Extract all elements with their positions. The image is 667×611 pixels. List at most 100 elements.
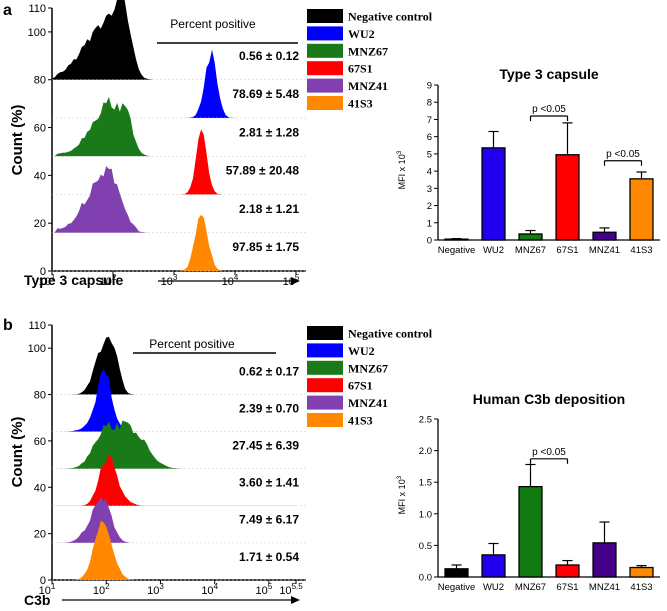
bar-negative bbox=[444, 568, 469, 578]
bar-67s1 bbox=[555, 564, 580, 578]
bar-y-tick-label: 4 bbox=[427, 167, 432, 178]
legend-label: Negative control bbox=[348, 10, 433, 24]
bar-mnz41 bbox=[592, 542, 617, 578]
histogram-trace-67s1 bbox=[52, 454, 296, 506]
histogram-trace-mnz67 bbox=[52, 96, 296, 157]
histogram-panel-a: Count (%) Type 3 capsule Percent positiv… bbox=[9, 0, 433, 288]
x-tick-label: 102 bbox=[100, 273, 117, 288]
legend-label: WU2 bbox=[348, 344, 375, 358]
y-tick-label: 60 bbox=[34, 436, 46, 448]
histogram-trace-wu2 bbox=[52, 368, 296, 432]
bar-category-label: MNZ41 bbox=[589, 582, 620, 593]
percent-positive-header: Percent positive bbox=[149, 337, 235, 351]
percent-positive-value: 97.85 ± 1.75 bbox=[232, 240, 299, 254]
x-tick-exponent: 5 bbox=[295, 273, 300, 282]
legend-swatch bbox=[307, 378, 343, 393]
bar-wu2 bbox=[481, 147, 506, 241]
significance-label: p <0.05 bbox=[532, 104, 566, 115]
legend-label: MNZ67 bbox=[348, 44, 388, 58]
bar-category-label: WU2 bbox=[483, 582, 504, 593]
bar-category-label: MNZ67 bbox=[515, 582, 546, 593]
y-tick-label: 110 bbox=[28, 320, 46, 332]
legend-label: MNZ67 bbox=[348, 361, 388, 375]
bar-y-tick-label: 5 bbox=[427, 149, 432, 160]
legend-label: WU2 bbox=[348, 27, 375, 41]
histogram-x-label: C3b bbox=[24, 592, 50, 608]
bar-y-tick-label: 9 bbox=[427, 81, 432, 92]
x-tick-base: 10 bbox=[39, 276, 51, 288]
bar-category-label: 67S1 bbox=[556, 245, 578, 256]
x-tick-exponent: 4 bbox=[234, 273, 239, 282]
percent-positive-value: 3.60 ± 1.41 bbox=[239, 476, 299, 490]
bar-wu2 bbox=[481, 554, 506, 578]
percent-positive-header: Percent positive bbox=[170, 17, 256, 31]
x-tick-base: 10 bbox=[93, 585, 105, 597]
y-label-exponent: 3 bbox=[396, 150, 403, 154]
percent-positive-value: 7.49 ± 6.17 bbox=[239, 513, 299, 527]
percent-positive-value: 27.45 ± 6.39 bbox=[232, 439, 299, 453]
histogram-y-label: Count (%) bbox=[9, 417, 26, 488]
bar-category-label: Negative bbox=[438, 582, 476, 593]
bar-mnz67 bbox=[518, 485, 543, 578]
y-tick-label: 0 bbox=[40, 266, 46, 278]
x-tick-label: 105.5 bbox=[279, 582, 303, 597]
bar-y-tick-label: 1.5 bbox=[419, 478, 432, 489]
histogram-trace-41s3 bbox=[52, 520, 296, 580]
bar-category-label: 41S3 bbox=[630, 582, 652, 593]
bar-y-tick-label: 2.0 bbox=[419, 446, 432, 457]
bar-y-tick-label: 1.0 bbox=[419, 509, 432, 520]
bar-category-label: MNZ67 bbox=[515, 245, 546, 256]
y-tick-label: 20 bbox=[34, 529, 46, 541]
bar-category-label: 67S1 bbox=[556, 582, 578, 593]
histogram-y-label: Count (%) bbox=[9, 105, 26, 176]
legend-swatch bbox=[307, 61, 343, 76]
legend-label: MNZ41 bbox=[348, 79, 388, 93]
x-tick-base: 10 bbox=[161, 276, 173, 288]
panel-label-b: b bbox=[3, 317, 13, 334]
legend-swatch bbox=[307, 78, 343, 93]
histogram-panel-b: Count (%) C3b Percent positive 0.62 ± 0.… bbox=[9, 320, 433, 608]
significance-label: p <0.05 bbox=[532, 447, 566, 458]
bar-chart-y-label: MFI x 103 bbox=[396, 475, 407, 514]
bar-y-tick-label: 6 bbox=[427, 132, 432, 143]
x-tick-base: 10 bbox=[100, 276, 112, 288]
legend-swatch bbox=[307, 43, 343, 58]
bar-category-label: MNZ41 bbox=[589, 245, 620, 256]
x-tick-exponent: 1 bbox=[51, 273, 56, 282]
y-tick-label: 110 bbox=[28, 3, 46, 15]
y-tick-label: 40 bbox=[34, 170, 46, 182]
legend-swatch bbox=[307, 413, 343, 427]
y-label-exponent: 3 bbox=[396, 475, 403, 479]
percent-positive-value: 2.81 ± 1.28 bbox=[239, 125, 299, 139]
x-tick-label: 103 bbox=[147, 582, 164, 597]
y-tick-label: 80 bbox=[34, 390, 46, 402]
x-tick-exponent: 3 bbox=[173, 273, 178, 282]
bar-chart-title: Human C3b deposition bbox=[473, 391, 625, 407]
percent-positive-value: 57.89 ± 20.48 bbox=[226, 164, 300, 178]
x-tick-label: 102 bbox=[93, 582, 110, 597]
y-tick-label: 100 bbox=[28, 27, 46, 39]
x-tick-exponent: 2 bbox=[105, 582, 110, 591]
histogram-trace-mnz41 bbox=[52, 166, 296, 233]
bar-category-label: 41S3 bbox=[630, 245, 652, 256]
bar-y-tick-label: 1 bbox=[427, 218, 432, 229]
x-tick-base: 10 bbox=[283, 276, 295, 288]
x-tick-exponent: 3 bbox=[159, 582, 164, 591]
y-tick-label: 100 bbox=[28, 343, 46, 355]
x-tick-base: 10 bbox=[201, 585, 213, 597]
bar-y-tick-label: 2 bbox=[427, 201, 432, 212]
histogram-trace-negative-control bbox=[52, 336, 296, 395]
x-tick-base: 10 bbox=[256, 585, 268, 597]
legend-swatch bbox=[307, 96, 343, 110]
x-label-arrow-head bbox=[291, 596, 300, 604]
bar-category-label: WU2 bbox=[483, 245, 504, 256]
legend-swatch bbox=[307, 395, 343, 410]
bar-y-tick-label: 3 bbox=[427, 184, 432, 195]
x-tick-exponent: 5 bbox=[268, 582, 273, 591]
bar-category-label: Negative bbox=[438, 245, 476, 256]
x-tick-label: 104 bbox=[201, 582, 218, 597]
y-tick-label: 0 bbox=[40, 575, 46, 587]
bar-negative bbox=[444, 238, 469, 241]
legend-label: 67S1 bbox=[348, 379, 373, 393]
